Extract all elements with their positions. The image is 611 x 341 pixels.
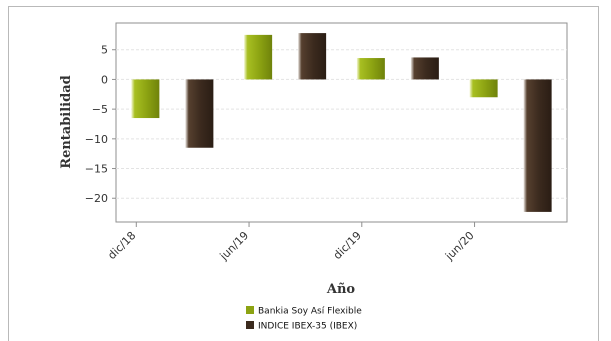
bar-ibex	[410, 57, 439, 80]
bars	[131, 33, 552, 212]
y-tick-label: −10	[85, 133, 108, 146]
legend-label-ibex: INDICE IBEX-35 (IBEX)	[258, 322, 357, 332]
bar-ibex	[298, 33, 327, 80]
bar-bankia	[356, 58, 385, 80]
plot-area	[115, 22, 568, 223]
y-axis-title: Rentabilidad	[59, 75, 74, 168]
y-tick-label: 0	[101, 73, 108, 86]
x-tick-label: jun/19	[217, 229, 251, 263]
y-tick-label: −5	[92, 103, 108, 116]
x-axis-title: Año	[326, 282, 356, 297]
x-tick-label: jun/20	[442, 229, 476, 263]
x-tick-label: dic/18	[105, 229, 138, 262]
bar-ibex	[185, 79, 214, 148]
legend-swatch-ibex	[246, 321, 254, 329]
bar-bankia	[469, 79, 498, 98]
y-tick-label: −15	[85, 163, 108, 176]
legend-label-bankia: Bankia Soy Así Flexible	[258, 307, 362, 317]
y-tick-label: 5	[101, 44, 108, 57]
bar-bankia	[131, 79, 160, 119]
legend-swatch-bankia	[246, 306, 254, 314]
x-axis-ticks: dic/18 jun/19 dic/19 jun/20	[105, 222, 477, 263]
legend: Bankia Soy Así Flexible INDICE IBEX-35 (…	[246, 306, 362, 332]
x-tick-label: dic/19	[331, 229, 364, 262]
bar-ibex	[523, 79, 552, 212]
bar-bankia	[244, 34, 273, 80]
y-tick-label: −20	[85, 192, 108, 205]
y-axis-ticks: 5 0 −5 −10 −15 −20	[85, 44, 116, 205]
